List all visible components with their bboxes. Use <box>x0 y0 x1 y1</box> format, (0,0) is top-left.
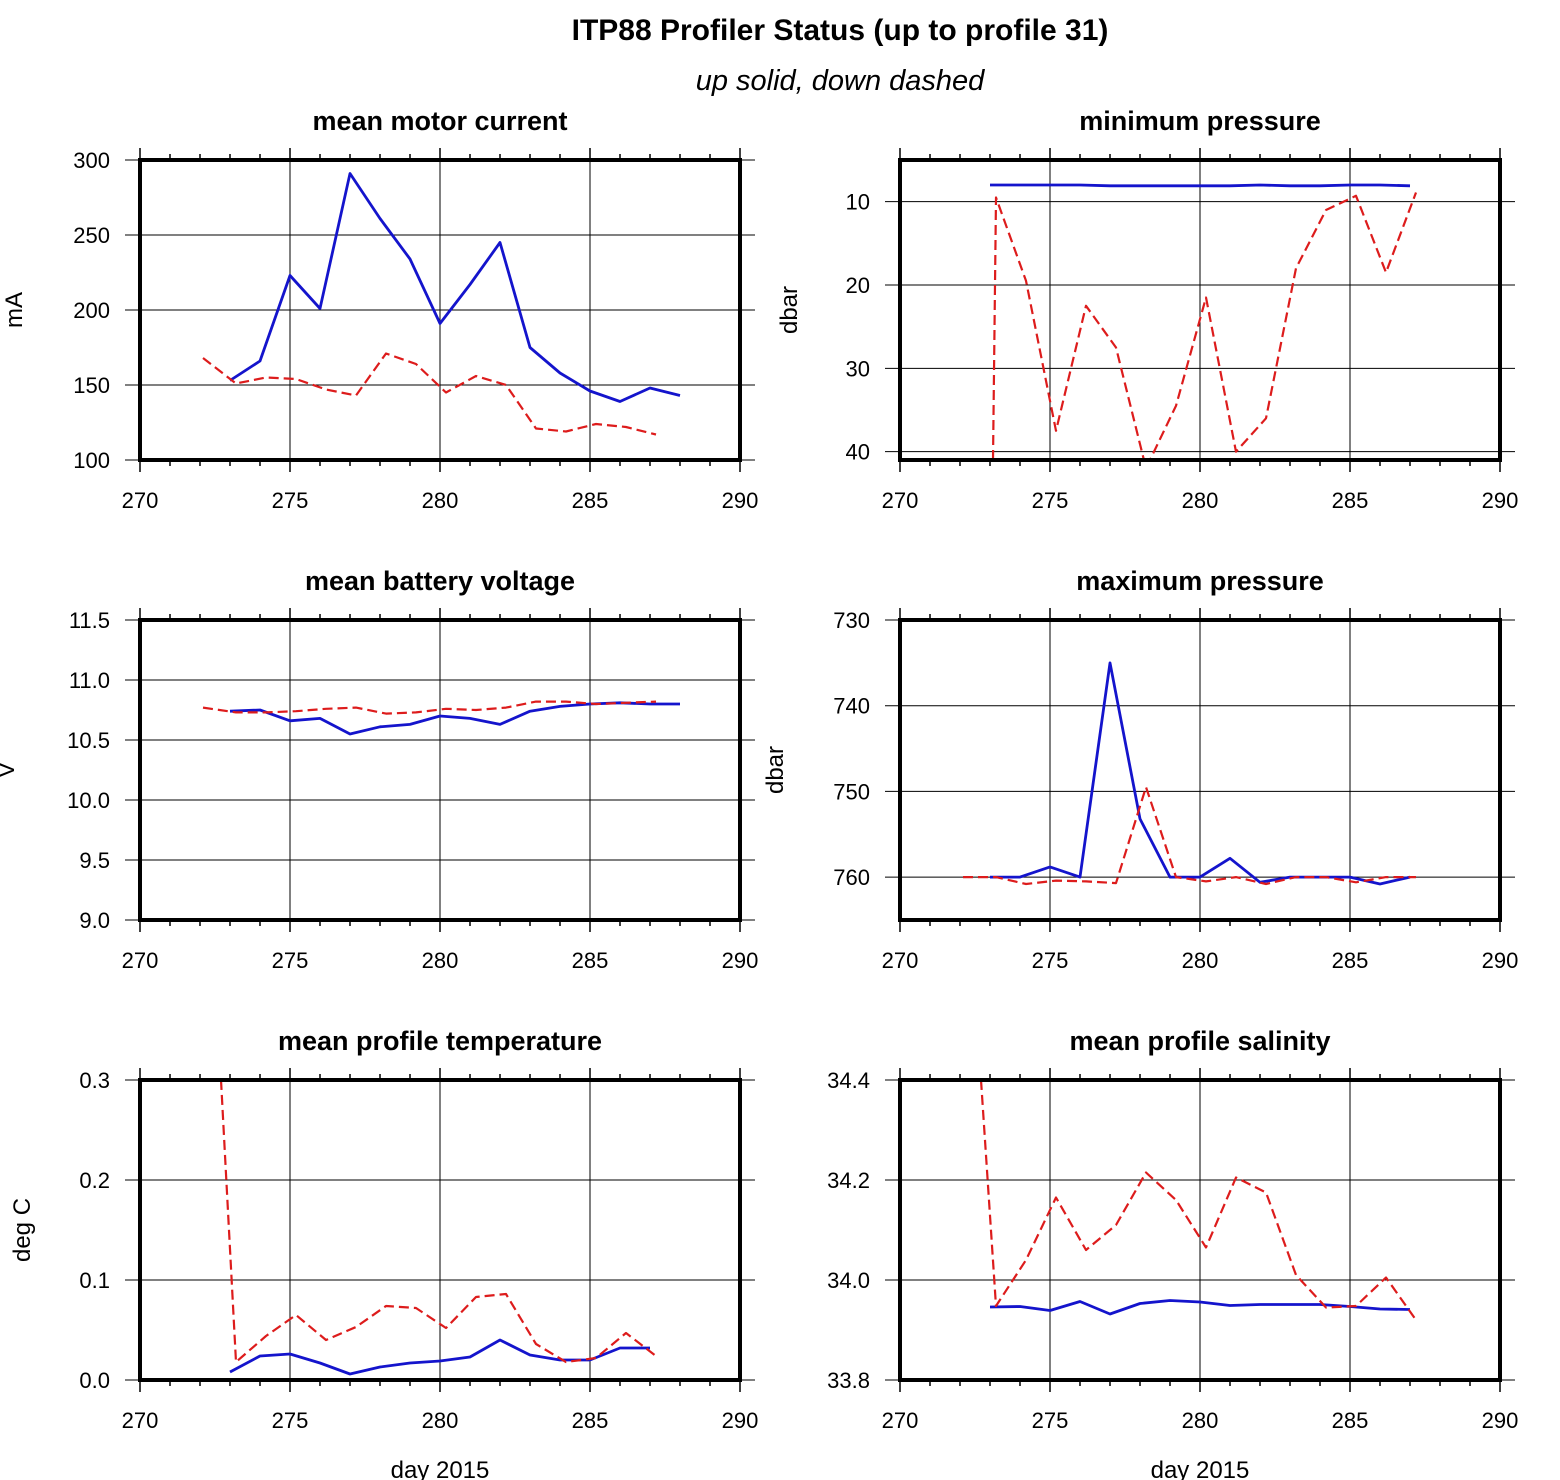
y-tick-label: 0.2 <box>79 1168 110 1193</box>
panel-title: mean profile salinity <box>1069 1026 1330 1056</box>
plot-frame <box>898 618 1502 922</box>
panel-title: minimum pressure <box>1079 106 1321 136</box>
figure-subtitle: up solid, down dashed <box>696 65 985 97</box>
y-tick-label: 750 <box>833 779 870 804</box>
series-up-line <box>990 661 1411 886</box>
series-up-line <box>229 701 680 736</box>
x-tick-label: 290 <box>1482 488 1519 513</box>
x-tick-label: 275 <box>1032 948 1069 973</box>
panel-title: mean motor current <box>312 106 567 136</box>
panel-title: mean profile temperature <box>278 1026 602 1056</box>
y-tick-label: 9.0 <box>79 908 110 933</box>
x-tick-label: 285 <box>1332 1408 1369 1433</box>
y-tick-label: 10.0 <box>67 788 110 813</box>
y-tick-label: 11.0 <box>69 668 110 693</box>
x-tick-label: 290 <box>722 948 759 973</box>
x-tick-label: 280 <box>1182 948 1219 973</box>
x-tick-label: 285 <box>1332 948 1369 973</box>
panel-battery-voltage: 270 275 280 285 290 9.0 9.5 10.0 10.5 11.0 11.5 mea… <box>0 566 758 973</box>
series-down-line <box>963 785 1416 886</box>
plot-frame <box>138 1078 742 1382</box>
x-tick-label: 270 <box>122 1408 159 1433</box>
panel-title: maximum pressure <box>1076 566 1324 596</box>
x-tick-label: 280 <box>422 488 459 513</box>
y-tick-label: 760 <box>833 865 870 890</box>
plot-frame <box>138 158 742 462</box>
y-axis-label: dbar <box>762 746 789 794</box>
x-tick-label: 275 <box>272 948 309 973</box>
x-tick-label: 290 <box>722 488 759 513</box>
x-tick-label: 280 <box>422 948 459 973</box>
x-tick-label: 290 <box>722 1408 759 1433</box>
y-tick-label: 10.5 <box>67 728 110 753</box>
x-tick-label: 275 <box>1032 1408 1069 1433</box>
panel-profile-temperature: 270 275 280 285 290 0.0 0.1 0.2 0.3 mean profile … <box>9 1026 758 1480</box>
x-tick-label: 285 <box>572 488 609 513</box>
x-tick-label: 285 <box>572 1408 609 1433</box>
x-tick-label: 280 <box>1182 488 1219 513</box>
x-tick-label: 280 <box>422 1408 459 1433</box>
y-axis-label: deg C <box>9 1198 36 1262</box>
y-tick-label: 250 <box>73 223 110 248</box>
x-tick-label: 280 <box>1182 1408 1219 1433</box>
x-axis-label: day 2015 <box>391 1457 490 1480</box>
y-tick-label: 200 <box>73 298 110 323</box>
x-tick-label: 275 <box>272 1408 309 1433</box>
panel-max-pressure: 270 275 280 285 290 730 740 750 760 maximum press… <box>762 566 1518 973</box>
x-axis-label: day 2015 <box>1151 1457 1250 1480</box>
plot-frame <box>898 158 1502 462</box>
x-tick-label: 270 <box>882 948 919 973</box>
y-tick-label: 40 <box>846 440 870 465</box>
series-down-line <box>202 700 657 715</box>
x-tick-label: 270 <box>882 488 919 513</box>
y-tick-label: 150 <box>73 373 110 398</box>
x-tick-label: 275 <box>272 488 309 513</box>
x-tick-label: 275 <box>1032 488 1069 513</box>
y-axis-label: dbar <box>776 286 803 334</box>
series-down-line <box>202 352 657 436</box>
y-tick-label: 100 <box>73 448 110 473</box>
series-down-line <box>219 1080 657 1364</box>
y-tick-label: 0.3 <box>79 1068 110 1093</box>
chart-panels: 270 275 280 285 290 100 150 200 250 300 mean motor… <box>0 106 1518 1480</box>
y-tick-label: 730 <box>833 608 870 633</box>
x-tick-label: 285 <box>1332 488 1369 513</box>
panel-title: mean battery voltage <box>305 566 575 596</box>
x-tick-label: 270 <box>122 488 159 513</box>
y-tick-label: 34.4 <box>827 1068 870 1093</box>
y-tick-label: 300 <box>73 148 110 173</box>
series-up-line <box>990 183 1411 188</box>
x-tick-label: 290 <box>1482 948 1519 973</box>
y-tick-label: 0.1 <box>79 1268 110 1293</box>
plot-frame <box>138 618 742 922</box>
y-tick-label: 740 <box>833 694 870 719</box>
x-tick-label: 290 <box>1482 1408 1519 1433</box>
y-tick-label: 9.5 <box>79 848 110 873</box>
y-tick-label: 11.5 <box>69 608 110 633</box>
y-axis-label: V <box>0 762 20 778</box>
plot-frame <box>898 1078 1502 1382</box>
y-tick-label: 34.0 <box>827 1268 870 1293</box>
y-tick-label: 20 <box>846 273 870 298</box>
x-tick-label: 285 <box>572 948 609 973</box>
series-down-line <box>979 1080 1417 1321</box>
series-down-line <box>991 192 1418 460</box>
y-tick-label: 30 <box>846 356 870 381</box>
y-tick-label: 10 <box>846 190 870 215</box>
x-tick-label: 270 <box>122 948 159 973</box>
y-axis-label: mA <box>1 292 28 328</box>
y-tick-label: 34.2 <box>827 1168 870 1193</box>
panel-min-pressure: 270 275 280 285 290 10 20 30 40 minimum pressure d… <box>776 106 1518 513</box>
panel-motor-current: 270 275 280 285 290 100 150 200 250 300 mean motor… <box>1 106 758 513</box>
x-tick-label: 270 <box>882 1408 919 1433</box>
panel-profile-salinity: 270 275 280 285 290 33.8 34.0 34.2 34.4 mean prof… <box>827 1026 1518 1480</box>
y-tick-label: 0.0 <box>79 1368 110 1393</box>
figure-title: ITP88 Profiler Status (up to profile 31) <box>572 14 1109 47</box>
y-tick-label: 33.8 <box>827 1368 870 1393</box>
series-up-line <box>229 172 681 403</box>
